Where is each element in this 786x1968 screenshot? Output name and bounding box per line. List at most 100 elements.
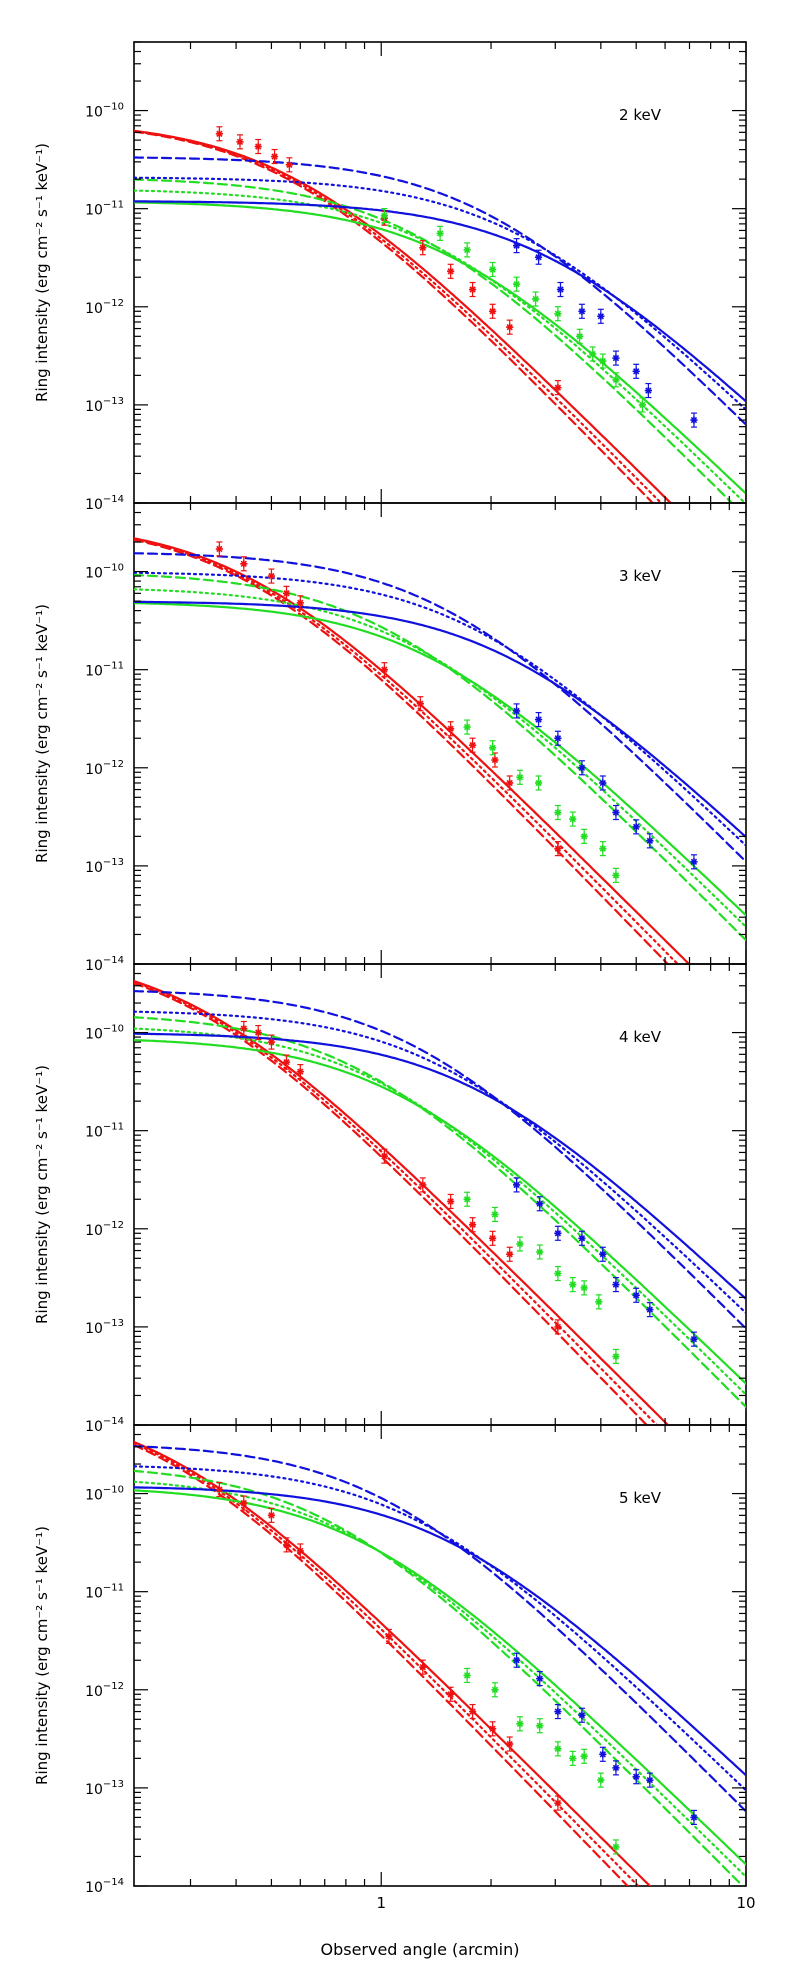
red-data-point: [419, 1659, 427, 1675]
blue-data-point: [632, 1769, 640, 1785]
model-curves: [134, 537, 746, 964]
blue-data-point: [536, 1196, 544, 1212]
green-data-point: [612, 372, 620, 388]
green-data-point: [534, 775, 543, 791]
y-tick-label: 10−12: [85, 1220, 124, 1239]
blue-data-point: [646, 1302, 654, 1318]
y-tick-label: 10−10: [85, 563, 124, 582]
y-axis-label: Ring intensity (erg cm⁻² s⁻¹ keV⁻¹): [33, 604, 51, 863]
green-data-point: [589, 346, 597, 362]
blue-data-point: [578, 1707, 586, 1723]
x-tick-label: 10: [736, 1894, 755, 1912]
y-tick-label: 10−10: [85, 1485, 124, 1504]
blue-data-point: [644, 382, 652, 399]
y-tick-label: 10−10: [85, 1024, 124, 1043]
green-data-point: [576, 328, 584, 344]
blue-solid-model-curve: [134, 200, 746, 403]
blue-data-point: [632, 819, 640, 835]
y-tick-label: 10−12: [85, 759, 124, 778]
axis-ticks: [134, 963, 747, 1426]
red-data-point: [506, 1736, 514, 1752]
y-axis-label: Ring intensity (erg cm⁻² s⁻¹ keV⁻¹): [33, 1065, 51, 1324]
red-data-point: [506, 1246, 514, 1262]
blue-data-point: [512, 1652, 521, 1668]
y-axis-label: Ring intensity (erg cm⁻² s⁻¹ keV⁻¹): [33, 143, 51, 402]
x-tick-label: 1: [376, 1894, 386, 1912]
blue-data-point: [578, 303, 586, 319]
blue-dotted-model-curve: [134, 1465, 746, 1792]
blue-data-point: [612, 350, 620, 366]
red-solid-model-curve: [134, 537, 691, 964]
blue-data-point: [646, 833, 654, 849]
red-dashed-model-curve: [134, 1443, 630, 1886]
red-dashed-model-curve: [134, 538, 670, 964]
data-points: [215, 126, 698, 428]
y-tick-label: 10−14: [85, 494, 124, 513]
red-data-point: [447, 1686, 455, 1702]
red-dashed-model-curve: [134, 130, 655, 503]
y-tick-label: 10−12: [85, 298, 124, 317]
blue-data-point: [578, 760, 586, 776]
red-data-point: [489, 1230, 497, 1246]
red-data-point: [468, 281, 477, 298]
green-data-point: [380, 208, 388, 224]
red-data-point: [554, 1795, 562, 1811]
green-data-point: [599, 841, 607, 857]
blue-dashed-model-curve: [134, 552, 746, 863]
red-data-point: [240, 556, 248, 572]
blue-data-point: [556, 281, 565, 298]
axis-ticks: [134, 41, 747, 504]
blue-data-point: [690, 854, 698, 870]
blue-data-point: [536, 1671, 544, 1687]
red-data-point: [380, 662, 388, 678]
red-data-point: [240, 1495, 248, 1511]
red-data-point: [267, 1507, 276, 1523]
blue-dashed-model-curve: [134, 156, 746, 426]
model-curves: [134, 979, 746, 1425]
green-data-point: [532, 291, 540, 307]
blue-data-point: [599, 1246, 607, 1262]
red-data-point: [254, 138, 262, 155]
green-data-point: [638, 397, 647, 413]
red-dashed-model-curve: [134, 982, 649, 1425]
blue-data-point: [599, 775, 607, 791]
blue-data-point: [690, 1331, 698, 1347]
green-data-point: [580, 1280, 588, 1296]
red-data-point: [270, 148, 279, 165]
green-data-point: [554, 1265, 562, 1282]
green-data-point: [516, 1716, 524, 1732]
data-points: [215, 1481, 698, 1855]
red-data-point: [236, 134, 244, 150]
red-data-point: [447, 1193, 455, 1210]
green-data-point: [463, 1667, 471, 1684]
data-points: [215, 541, 698, 884]
green-data-point: [463, 719, 471, 735]
y-tick-label: 10−13: [85, 857, 124, 876]
green-data-point: [580, 1748, 588, 1764]
green-data-point: [597, 1772, 605, 1788]
blue-data-point: [554, 730, 562, 746]
y-tick-label: 10−11: [85, 1122, 124, 1141]
green-data-point: [463, 1191, 471, 1207]
green-data-point: [595, 1294, 603, 1310]
red-data-point: [282, 1054, 291, 1070]
green-dotted-model-curve: [134, 1480, 746, 1878]
blue-data-point: [512, 703, 521, 719]
green-data-point: [536, 1718, 544, 1734]
blue-data-point: [554, 1225, 562, 1241]
red-data-point: [506, 319, 514, 335]
energy-label: 3 keV: [619, 567, 662, 585]
blue-data-point: [597, 308, 605, 324]
green-data-point: [463, 242, 471, 258]
y-tick-label: 10−14: [85, 955, 124, 974]
green-solid-model-curve: [134, 1489, 746, 1866]
blue-dashed-model-curve: [134, 989, 746, 1330]
y-tick-label: 10−10: [85, 102, 124, 121]
red-solid-model-curve: [134, 979, 670, 1425]
blue-data-point: [690, 1809, 698, 1826]
blue-data-point: [690, 412, 698, 428]
blue-dotted-model-curve: [134, 1010, 746, 1315]
red-data-point: [267, 1034, 276, 1050]
panel-2kev: 2 keV Ring intensity (erg cm⁻² s⁻¹ keV⁻¹…: [33, 41, 747, 513]
